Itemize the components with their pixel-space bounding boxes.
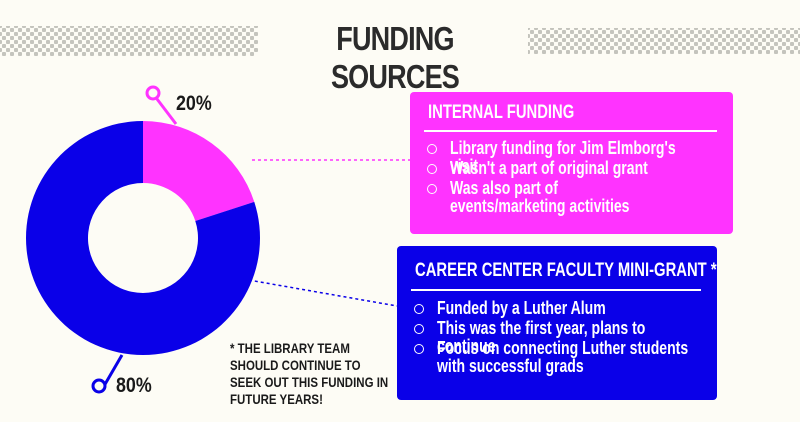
list-item-text: This was the first year, plans to contin… [437, 318, 646, 356]
card-career-center-grant: CAREER CENTER FACULTY MINI-GRANT * Funde… [397, 246, 717, 400]
donut-slice-internal [143, 121, 255, 222]
footnote: * THE LIBRARY TEAM SHOULD CONTINUE TO SE… [230, 340, 389, 407]
card-internal-funding: INTERNAL FUNDING Library funding for Jim… [410, 92, 733, 234]
list-item-text: Wasn't a part of original grant [450, 158, 648, 178]
list-item: Focus on connecting Luther students with… [407, 339, 713, 375]
list-item-text: Funded by a Luther Alum [437, 298, 606, 318]
leader-dot-internal-icon [145, 85, 161, 101]
circle-bullet-icon [427, 184, 437, 194]
card-list: Library funding for Jim Elmborg's visit … [420, 139, 729, 215]
list-item-text: Focus on connecting Luther students with… [437, 338, 689, 376]
list-item: Was also part of events/marketing activi… [420, 179, 729, 215]
leader-line-career [102, 354, 124, 387]
list-item: Wasn't a part of original grant [420, 159, 729, 179]
dot-pattern-right [528, 28, 800, 54]
circle-bullet-icon [414, 344, 424, 354]
slice-label-internal: 20% [176, 92, 212, 115]
card-divider [424, 130, 717, 132]
card-title: CAREER CENTER FACULTY MINI-GRANT * [415, 260, 717, 281]
list-item: This was the first year, plans to contin… [407, 319, 713, 355]
card-divider [411, 289, 701, 291]
circle-bullet-icon [427, 164, 437, 174]
list-item-text: Library funding for Jim Elmborg's visit [450, 138, 676, 176]
donut-slice-career [25, 121, 260, 355]
leader-line-internal [155, 98, 178, 125]
card-list: Funded by a Luther Alum This was the fir… [407, 299, 713, 375]
list-item: Funded by a Luther Alum [407, 299, 713, 319]
page-title: FUNDING SOURCES [330, 20, 460, 95]
circle-bullet-icon [427, 144, 437, 154]
leader-dot-career-icon [91, 378, 107, 394]
list-item-text: Was also part of events/marketing activi… [450, 178, 630, 216]
dot-pattern-left [0, 26, 258, 56]
circle-bullet-icon [414, 324, 424, 334]
list-item: Library funding for Jim Elmborg's visit [420, 139, 729, 175]
slice-label-career: 80% [116, 374, 152, 397]
circle-bullet-icon [414, 304, 424, 314]
card-title: INTERNAL FUNDING [428, 102, 575, 123]
connector-career [242, 278, 398, 307]
